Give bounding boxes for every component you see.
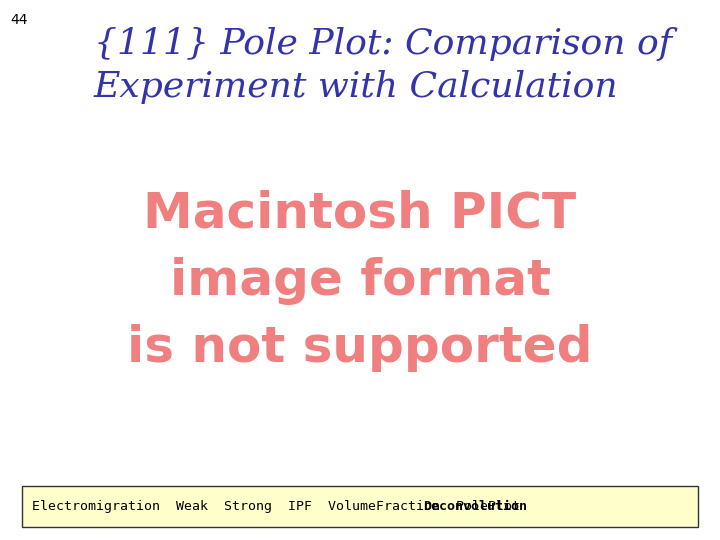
Text: Deconvolution: Deconvolution bbox=[423, 500, 527, 513]
Text: Electromigration  Weak  Strong  IPF  VolumeFraction  PolePlot: Electromigration Weak Strong IPF VolumeF… bbox=[32, 500, 536, 513]
Text: {111} Pole Plot: Comparison of
Experiment with Calculation: {111} Pole Plot: Comparison of Experimen… bbox=[94, 27, 672, 104]
FancyBboxPatch shape bbox=[22, 486, 698, 526]
Text: Macintosh PICT
image format
is not supported: Macintosh PICT image format is not suppo… bbox=[127, 190, 593, 372]
Text: 44: 44 bbox=[11, 14, 28, 28]
